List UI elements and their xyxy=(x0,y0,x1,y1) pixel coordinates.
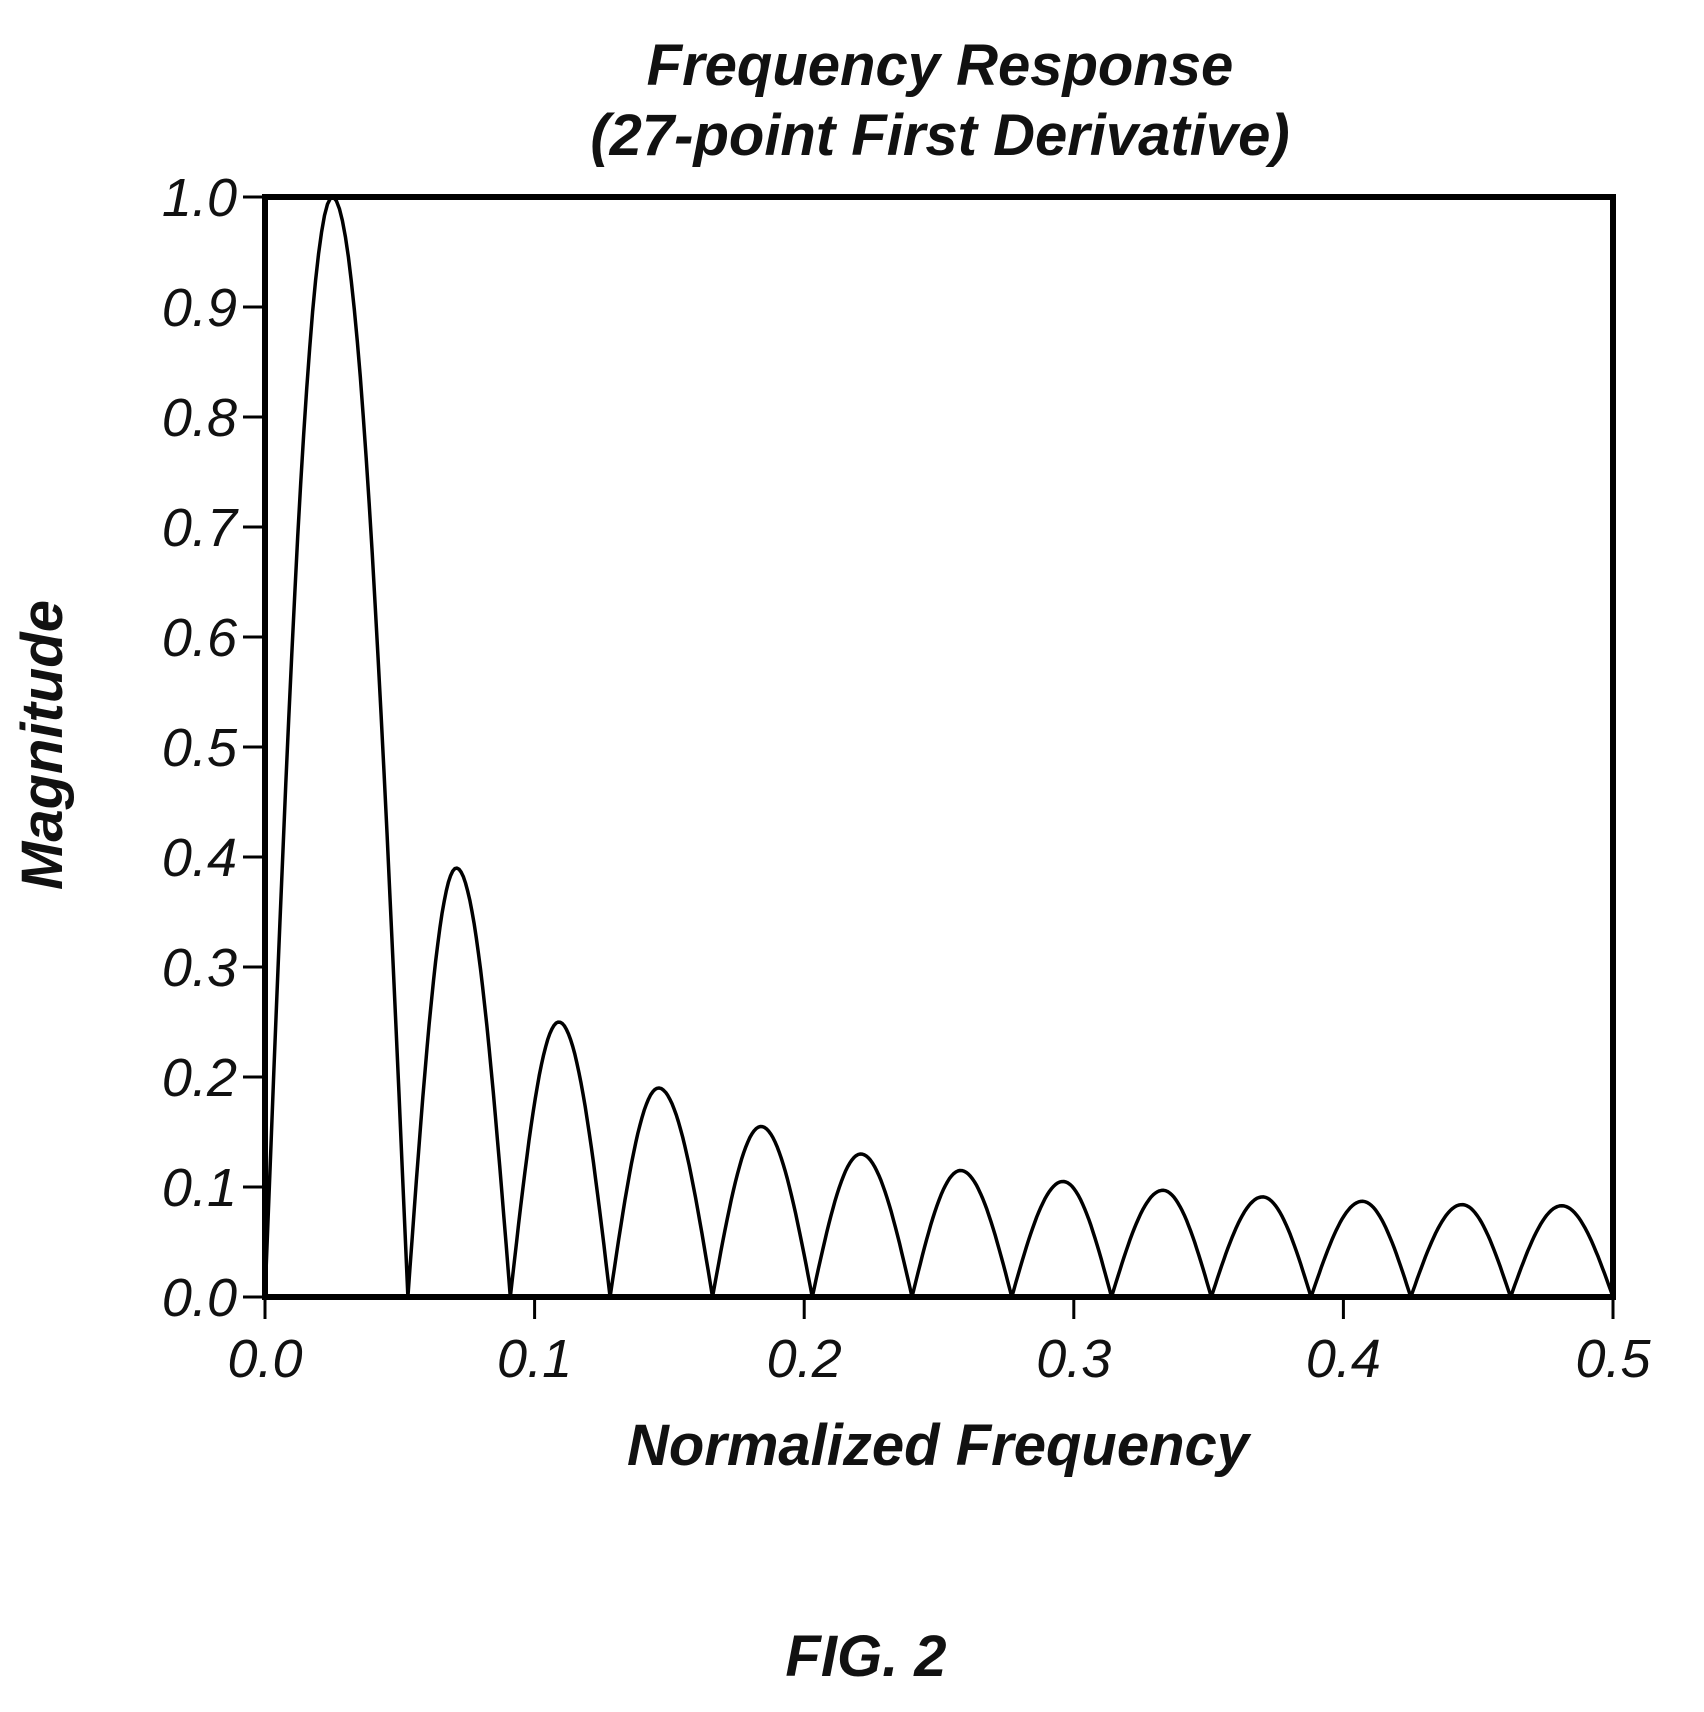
x-axis-label: Normalized Frequency xyxy=(627,1413,1252,1478)
y-tick-label: 0.6 xyxy=(162,608,238,668)
chart-title: Frequency Response (27-point First Deriv… xyxy=(590,33,1289,168)
y-tick-label: 0.1 xyxy=(162,1158,237,1218)
x-tick-label: 0.4 xyxy=(1306,1329,1381,1389)
y-tick-label: 0.8 xyxy=(162,388,237,448)
y-axis-label: Magnitude xyxy=(10,600,75,890)
x-tick-label: 0.2 xyxy=(767,1329,842,1389)
series-line-magnitude xyxy=(265,197,1613,1297)
y-tick-label: 1.0 xyxy=(162,168,237,228)
chart-title-line-1: Frequency Response xyxy=(647,33,1234,98)
y-tick-label: 0.4 xyxy=(162,828,237,888)
y-tick-label: 0.7 xyxy=(162,498,239,558)
y-tick-label: 0.9 xyxy=(162,278,237,338)
x-tick-label: 0.3 xyxy=(1036,1329,1111,1389)
y-tick-label: 0.2 xyxy=(162,1048,237,1108)
figure-label: FIG. 2 xyxy=(785,1624,946,1689)
y-tick-label: 0.3 xyxy=(162,938,237,998)
y-axis-ticks: 0.0 0.1 0.2 0.3 0.4 0.5 0.6 0.7 0.8 0.9 1.0 xyxy=(162,168,265,1328)
chart-title-line-2: (27-point First Derivative) xyxy=(590,103,1289,168)
plot-frame xyxy=(265,197,1613,1297)
y-tick-label: 0.0 xyxy=(162,1268,237,1328)
y-tick-label: 0.5 xyxy=(162,718,238,778)
x-tick-label: 0.0 xyxy=(227,1329,302,1389)
x-axis-ticks: 0.0 0.1 0.2 0.3 0.4 0.5 xyxy=(227,1297,1651,1389)
x-tick-label: 0.5 xyxy=(1575,1329,1651,1389)
x-tick-label: 0.1 xyxy=(497,1329,572,1389)
